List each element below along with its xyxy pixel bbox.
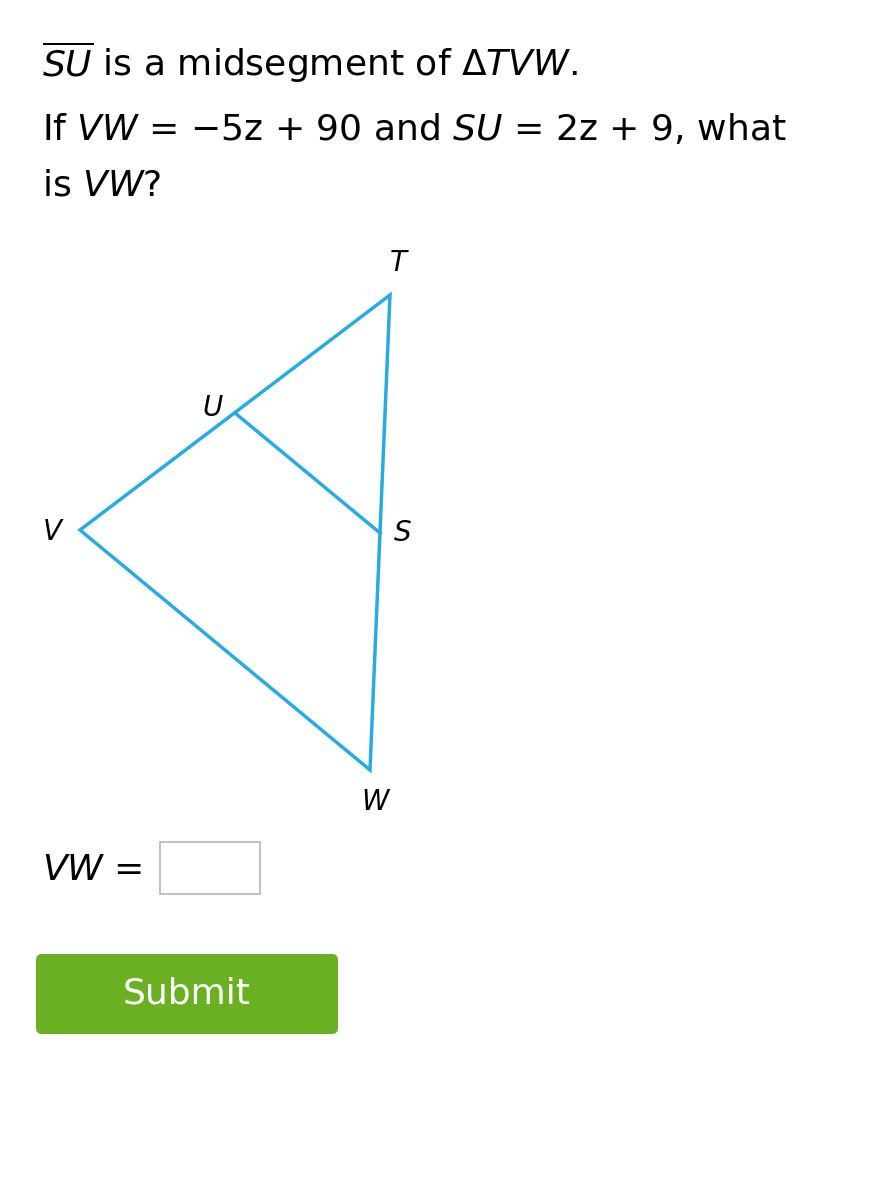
FancyBboxPatch shape <box>160 842 260 894</box>
Text: U: U <box>202 394 223 422</box>
FancyBboxPatch shape <box>36 954 338 1034</box>
Text: W: W <box>362 788 389 816</box>
Text: T: T <box>390 248 407 277</box>
Text: V: V <box>43 518 62 546</box>
Text: is $VW$?: is $VW$? <box>42 168 162 202</box>
Text: If $VW$ = −5z + 90 and $SU$ = 2z + 9, what: If $VW$ = −5z + 90 and $SU$ = 2z + 9, wh… <box>42 113 787 148</box>
Text: $VW$ =: $VW$ = <box>42 853 142 887</box>
Text: Submit: Submit <box>123 977 251 1010</box>
Text: $\overline{SU}$ is a midsegment of $\Delta TVW$.: $\overline{SU}$ is a midsegment of $\Del… <box>42 40 578 85</box>
Text: S: S <box>394 518 412 547</box>
